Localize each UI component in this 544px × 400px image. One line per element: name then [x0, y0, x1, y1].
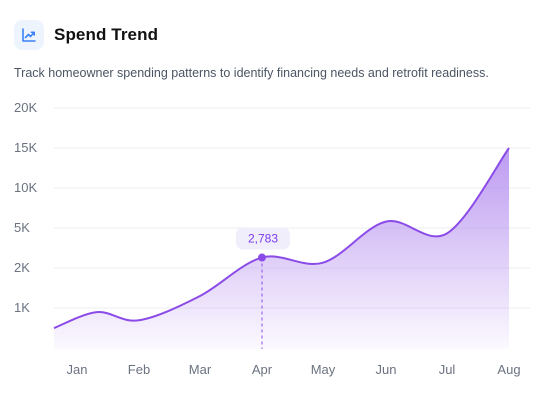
series-line — [53, 147, 510, 330]
highlight-point — [258, 253, 266, 262]
x-tick-label: Apr — [252, 362, 273, 377]
x-tick-label: Jan — [67, 362, 88, 377]
y-tick-label: 20K — [14, 100, 37, 115]
highlight-value-label: 2,783 — [248, 232, 278, 246]
chart-header: Spend Trend — [14, 20, 158, 50]
x-tick-label: Mar — [189, 362, 212, 377]
x-tick-label: Aug — [497, 362, 520, 377]
y-tick-label: 15K — [14, 140, 37, 155]
x-tick-label: Jul — [439, 362, 456, 377]
chart-subtitle: Track homeowner spending patterns to ide… — [14, 66, 489, 80]
y-tick-label: 5K — [14, 220, 30, 235]
chart-title: Spend Trend — [54, 25, 159, 44]
series-area — [54, 148, 509, 349]
y-tick-label: 2K — [14, 260, 30, 275]
y-tick-label: 10K — [14, 180, 37, 195]
x-tick-label: Jun — [376, 362, 397, 377]
x-tick-label: May — [311, 362, 336, 377]
trend-chart-icon — [14, 20, 44, 50]
y-tick-label: 1K — [14, 300, 30, 315]
x-tick-label: Feb — [128, 362, 150, 377]
highlight-callout — [236, 227, 290, 250]
